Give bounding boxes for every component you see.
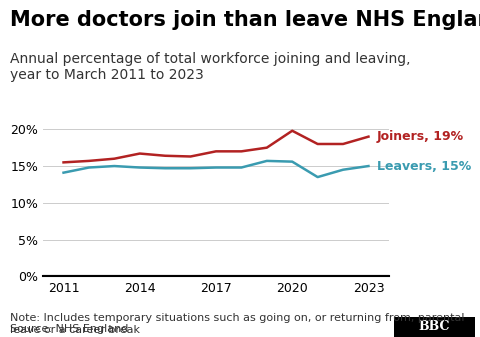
Text: Annual percentage of total workforce joining and leaving,
year to March 2011 to : Annual percentage of total workforce joi…: [10, 52, 410, 83]
Text: Note: Includes temporary situations such as going on, or returning from, parenta: Note: Includes temporary situations such…: [10, 313, 464, 335]
Text: Leavers, 15%: Leavers, 15%: [377, 159, 471, 173]
Text: BBC: BBC: [419, 320, 450, 333]
Text: Joiners, 19%: Joiners, 19%: [377, 130, 464, 143]
Text: Source: NHS England: Source: NHS England: [10, 324, 128, 334]
Text: More doctors join than leave NHS England: More doctors join than leave NHS England: [10, 10, 480, 30]
